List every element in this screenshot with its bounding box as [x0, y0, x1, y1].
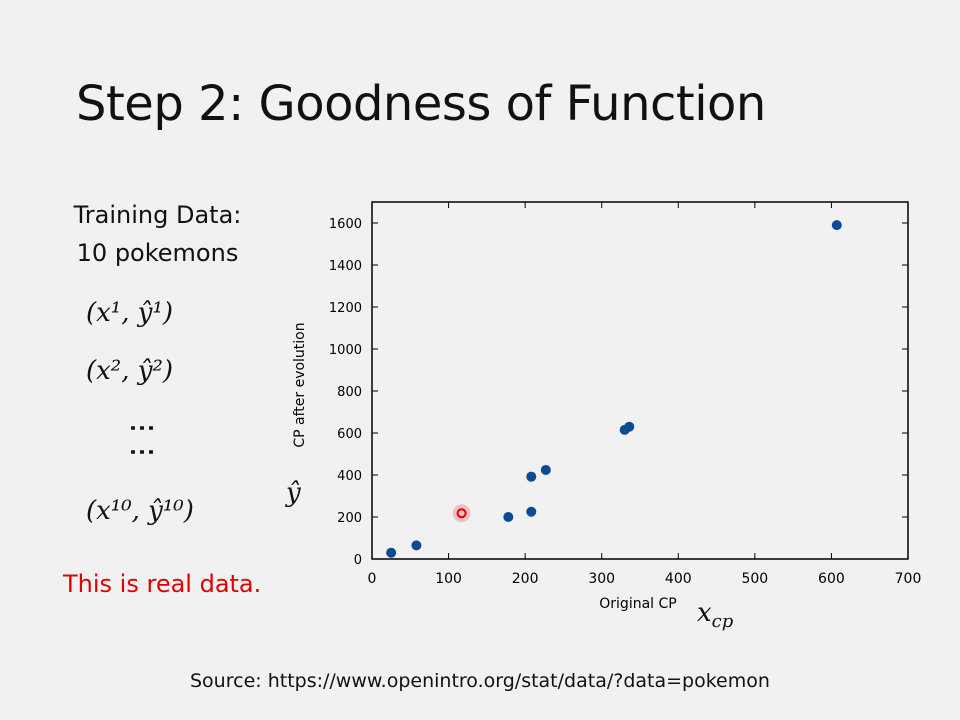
- training-data-label: Training Data: 10 pokemons: [60, 196, 255, 272]
- x-tick-label: 100: [435, 571, 462, 587]
- data-point: [386, 547, 397, 558]
- y-tick-label: 1400: [329, 259, 362, 274]
- pair-1: (x¹, ŷ¹): [86, 298, 174, 328]
- slide-title: Step 2: Goodness of Function: [76, 76, 766, 132]
- pair-2: (x², ŷ²): [86, 356, 174, 386]
- data-point: [540, 464, 551, 475]
- data-point: [503, 512, 514, 522]
- x-cp-symbol: xcp: [697, 598, 733, 632]
- source-citation: Source: https://www.openintro.org/stat/d…: [190, 670, 770, 692]
- laser-pointer-glow: [452, 504, 471, 523]
- training-line-1: Training Data:: [73, 201, 242, 229]
- plot-frame: [371, 201, 909, 560]
- data-point: [526, 506, 537, 517]
- x-tick-label: 300: [588, 571, 615, 587]
- y-tick-label: 1600: [329, 217, 362, 232]
- y-tick-label: 800: [337, 385, 362, 400]
- y-tick-label: 1000: [329, 343, 362, 358]
- y-tick-label: 200: [337, 511, 362, 526]
- x-tick-label: 500: [741, 571, 768, 587]
- x-tick-label: 700: [895, 571, 922, 587]
- data-point: [624, 421, 635, 432]
- x-subscript: cp: [711, 611, 734, 633]
- x-tick-label: 400: [665, 571, 692, 587]
- y-hat-symbol: ŷ: [286, 478, 301, 508]
- y-tick-label: 0: [354, 553, 362, 568]
- y-axis-label: CP after evolution: [292, 322, 308, 447]
- x-symbol: x: [697, 598, 712, 628]
- data-point: [526, 471, 537, 482]
- real-data-note: This is real data.: [63, 570, 262, 598]
- x-axis-label: Original CP: [599, 596, 676, 612]
- vertical-ellipsis: ⋮⋮: [128, 415, 158, 463]
- data-point: [831, 220, 842, 231]
- y-tick-label: 400: [337, 469, 362, 484]
- laser-pointer: [456, 508, 467, 519]
- pair-10: (x¹⁰, ŷ¹⁰): [86, 496, 194, 526]
- training-line-2: 10 pokemons: [76, 239, 239, 267]
- data-point: [411, 540, 422, 551]
- y-tick-label: 600: [337, 427, 362, 442]
- x-tick-label: 0: [368, 571, 377, 587]
- x-tick-label: 600: [818, 571, 845, 587]
- y-tick-label: 1200: [329, 301, 362, 316]
- x-tick-label: 200: [512, 571, 539, 587]
